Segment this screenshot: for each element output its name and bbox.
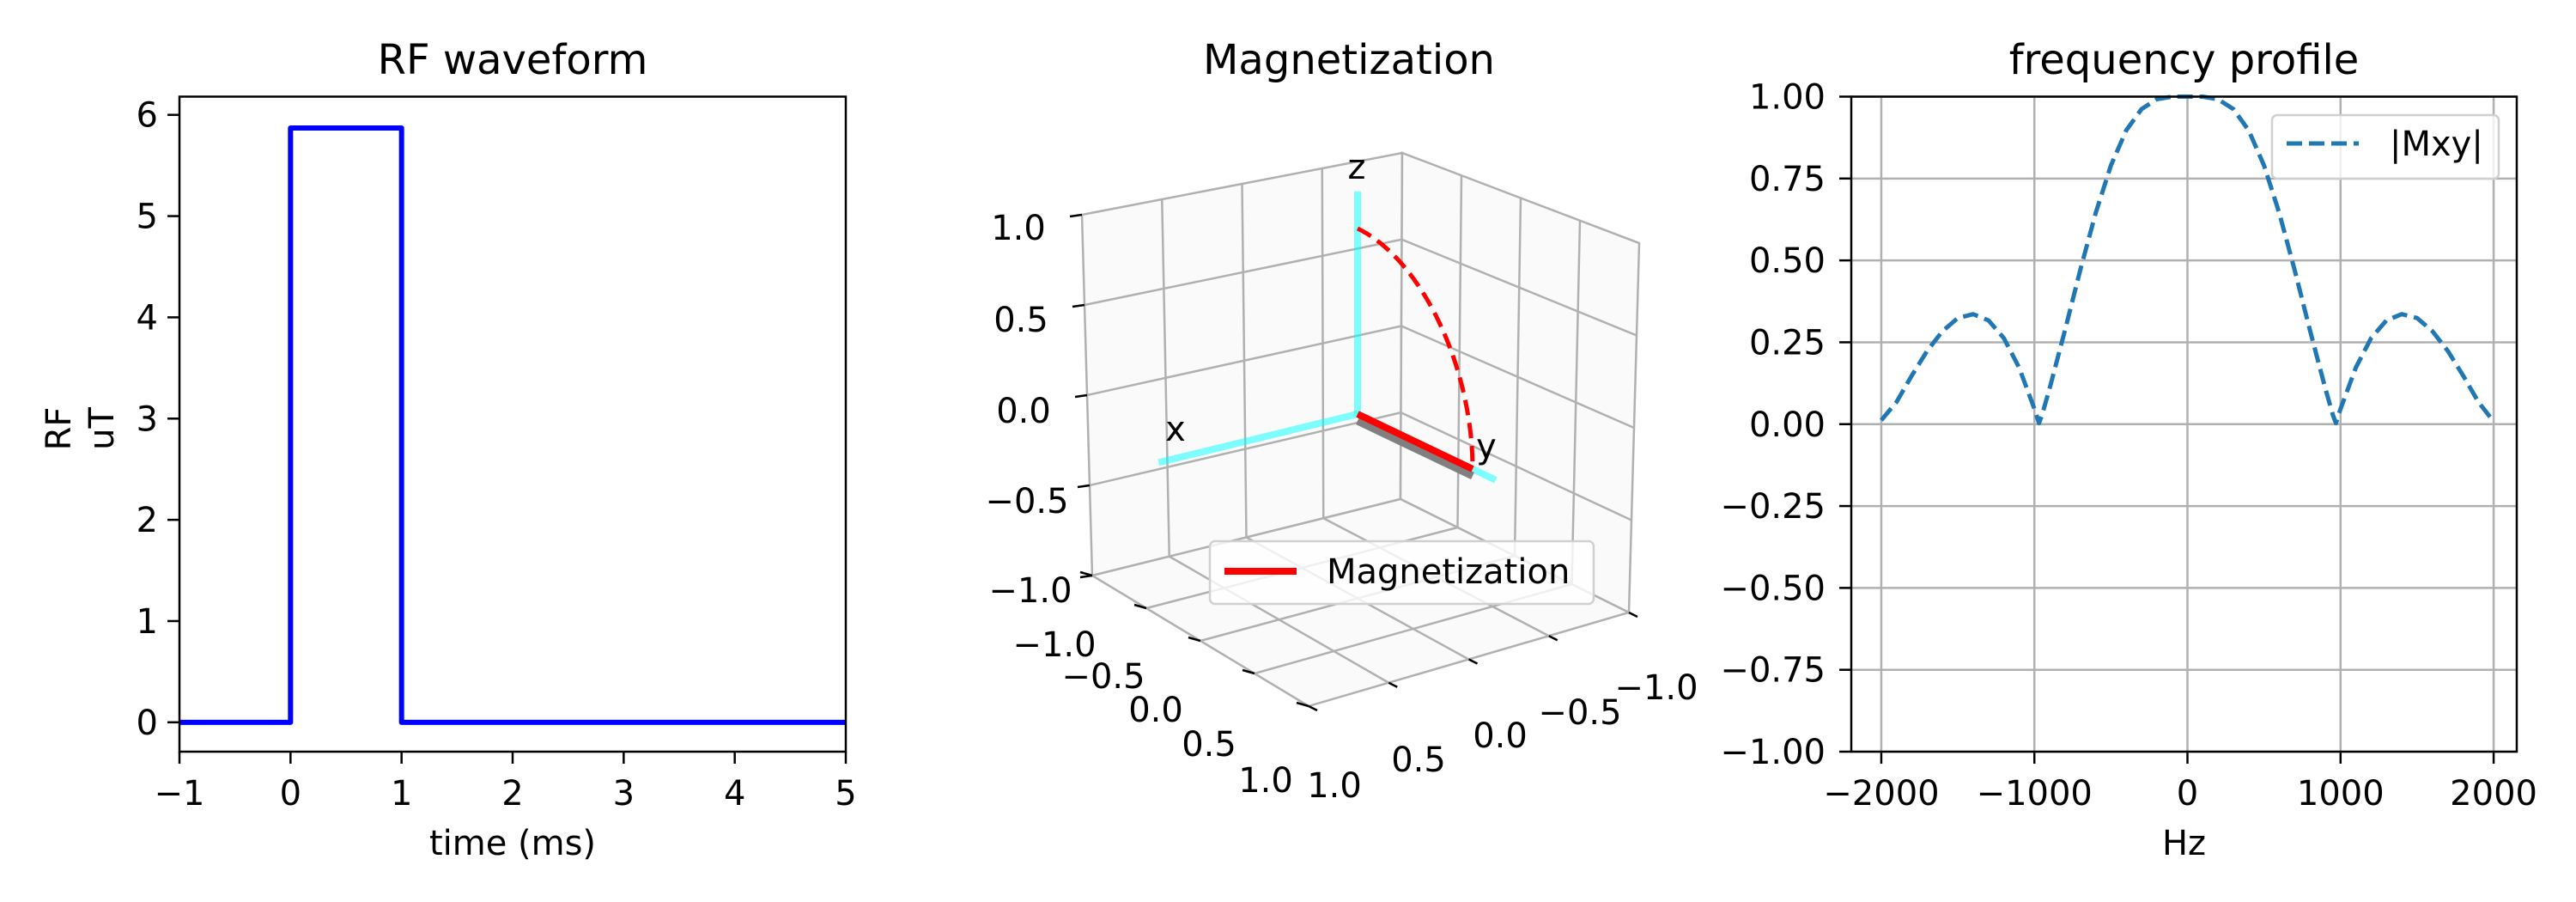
y-tick-label: −0.75	[1720, 651, 1826, 691]
x-axis-label: time (ms)	[429, 824, 596, 863]
legend-label-mxy: |Mxy|	[2390, 125, 2483, 164]
y-axis-label-line1: RF	[39, 407, 79, 451]
rf-waveform-chart: −1 0 1 2 3 4 5 0 1 2 3 4 5 6 RF waveform time (ms) RF uT	[39, 36, 857, 863]
y-tick-label: 4	[137, 298, 158, 338]
y-axis-letter: y	[1476, 427, 1497, 466]
x-tick-label: −2000	[1823, 774, 1939, 814]
x-tick-label: 1	[391, 774, 412, 814]
z-tick-mark	[1069, 213, 1083, 218]
x-tick-mark	[1133, 603, 1147, 610]
y-tick-mark	[1628, 611, 1638, 619]
x-axis-arrow	[1157, 411, 1358, 466]
x-tick-label: 4	[724, 774, 745, 814]
y-axis-label-line2: uT	[82, 407, 122, 450]
z-tick-label: 0.5	[993, 301, 1048, 340]
z-tick-label: 1.0	[991, 209, 1046, 248]
legend-box	[2270, 113, 2500, 180]
z-tick-mark	[1074, 393, 1088, 399]
z-tick-label: −1.0	[988, 571, 1072, 611]
z-tick-mark	[1079, 574, 1093, 579]
y-tick-label: 2	[137, 501, 158, 540]
x-tick-label: 1000	[2297, 774, 2385, 814]
x-tick-label: 0.5	[1182, 725, 1236, 765]
magnetization-shadow	[1356, 417, 1474, 480]
y-tick-label: −0.25	[1720, 487, 1826, 527]
magnetization-vector	[1356, 411, 1474, 472]
x-tick-label: 0	[280, 774, 301, 814]
z-axis-letter: z	[1348, 148, 1366, 187]
y-tick-label: −0.5	[1538, 693, 1621, 733]
grid-line	[1086, 325, 1402, 397]
chart-title: Magnetization	[1203, 36, 1495, 84]
y-tick-label: 0.00	[1749, 405, 1826, 445]
y-tick-label: 1.0	[1307, 766, 1362, 806]
y-tick-label: 1.00	[1749, 78, 1826, 118]
x-axis-label: Hz	[2162, 824, 2206, 863]
y-tick-label: 0.5	[1391, 740, 1446, 780]
y-tick-mark	[1548, 635, 1558, 642]
y-tick-mark	[1388, 681, 1398, 688]
x-tick-label: 2000	[2450, 774, 2537, 814]
x-tick-label: −1000	[1977, 774, 2093, 814]
frequency-profile-chart: −2000 −1000 0 1000 2000 1.00 0.75 0.50 0.25 0.00 −…	[1720, 36, 2537, 863]
z-tick-label: 0.0	[996, 392, 1051, 431]
magnetization-3d-chart: 1.00.50.0−0.5−1.0−1.0−0.50.00.51.0 1.00.5…	[985, 36, 1698, 806]
x-tick-label: 1.0	[1238, 761, 1293, 801]
x-tick-mark	[1188, 636, 1201, 643]
x-tick-label: 3	[613, 774, 635, 814]
x-tick-label: −1	[155, 774, 205, 814]
x-tick-label: 0	[2177, 774, 2198, 814]
chart-title: frequency profile	[2009, 36, 2360, 84]
y-tick-label: 6	[137, 96, 158, 136]
y-tick-label: 5	[137, 198, 158, 237]
x-tick-mark	[1242, 668, 1255, 675]
y-tick-label: 0.0	[1473, 716, 1528, 756]
x-tick-label: 2	[501, 774, 523, 814]
y-tick-label: 1	[137, 602, 158, 642]
y-tick-label: 0.25	[1749, 323, 1826, 363]
y-tick-mark	[1308, 704, 1318, 712]
x-tick-label: −0.5	[1061, 657, 1145, 697]
x-tick-mark	[1296, 701, 1309, 708]
y-tick-label: 0	[137, 704, 158, 743]
plot-frame	[178, 95, 848, 753]
chart-title: RF waveform	[378, 36, 648, 84]
plot-frame	[1850, 95, 2518, 753]
legend-label-magnetization: Magnetization	[1327, 552, 1570, 592]
grid-line	[1400, 411, 1632, 521]
magnetization-trajectory	[1356, 226, 1475, 470]
grid-line	[1400, 325, 1635, 430]
y-tick-label: 0.50	[1749, 241, 1826, 281]
x-tick-label: −1.0	[1012, 625, 1096, 665]
y-tick-label: −0.50	[1720, 569, 1826, 608]
z-tick-mark	[1077, 484, 1091, 489]
z-tick-mark	[1072, 303, 1085, 308]
y-tick-label: −1.0	[1614, 668, 1698, 708]
grid-line	[1571, 220, 1582, 585]
y-tick-label: 3	[137, 399, 158, 439]
x-tick-label: 0.0	[1128, 691, 1183, 730]
y-tick-label: 0.75	[1749, 160, 1826, 199]
x-axis-letter: x	[1165, 410, 1186, 449]
rf-waveform-line	[179, 125, 846, 725]
legend-box	[1208, 539, 1595, 606]
grid-line	[1321, 168, 1325, 519]
grid-line	[1089, 411, 1401, 487]
x-tick-label: 5	[835, 774, 856, 814]
y-tick-mark	[1467, 658, 1479, 665]
z-tick-label: −0.5	[985, 482, 1068, 521]
y-tick-label: −1.00	[1720, 733, 1826, 772]
